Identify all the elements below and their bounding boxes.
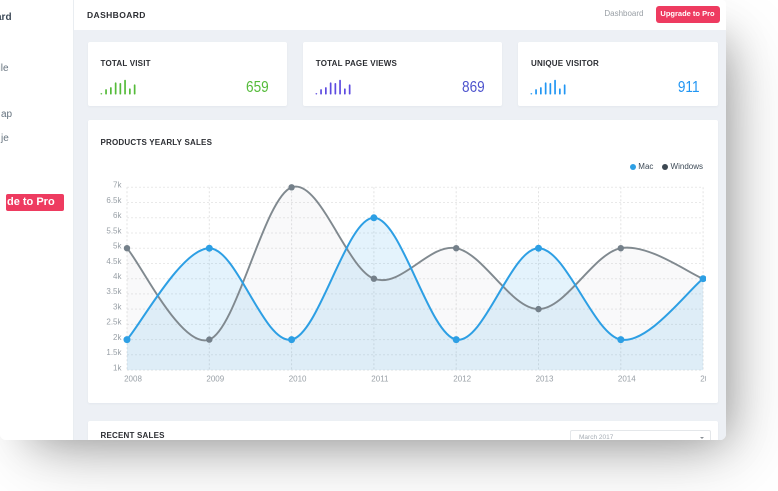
svg-text:3k: 3k xyxy=(113,302,122,311)
svg-text:6k: 6k xyxy=(113,211,122,220)
svg-text:2012: 2012 xyxy=(453,375,471,384)
svg-text:5k: 5k xyxy=(113,242,122,251)
svg-text:2k: 2k xyxy=(113,333,122,342)
svg-text:4k: 4k xyxy=(113,272,122,281)
svg-text:1.5k: 1.5k xyxy=(106,348,122,357)
svg-text:7k: 7k xyxy=(113,181,122,190)
svg-text:3.5k: 3.5k xyxy=(106,287,122,296)
svg-text:2015: 2015 xyxy=(700,375,706,384)
svg-text:1k: 1k xyxy=(113,363,122,372)
svg-text:2008: 2008 xyxy=(124,375,142,384)
svg-text:2.5k: 2.5k xyxy=(106,318,122,327)
svg-text:2009: 2009 xyxy=(206,375,224,384)
svg-text:2013: 2013 xyxy=(536,375,554,384)
svg-text:6.5k: 6.5k xyxy=(106,196,122,205)
svg-text:2010: 2010 xyxy=(289,375,307,384)
svg-text:4.5k: 4.5k xyxy=(106,257,122,266)
svg-text:2014: 2014 xyxy=(618,375,636,384)
svg-text:5.5k: 5.5k xyxy=(106,226,122,235)
svg-text:2011: 2011 xyxy=(371,375,389,384)
